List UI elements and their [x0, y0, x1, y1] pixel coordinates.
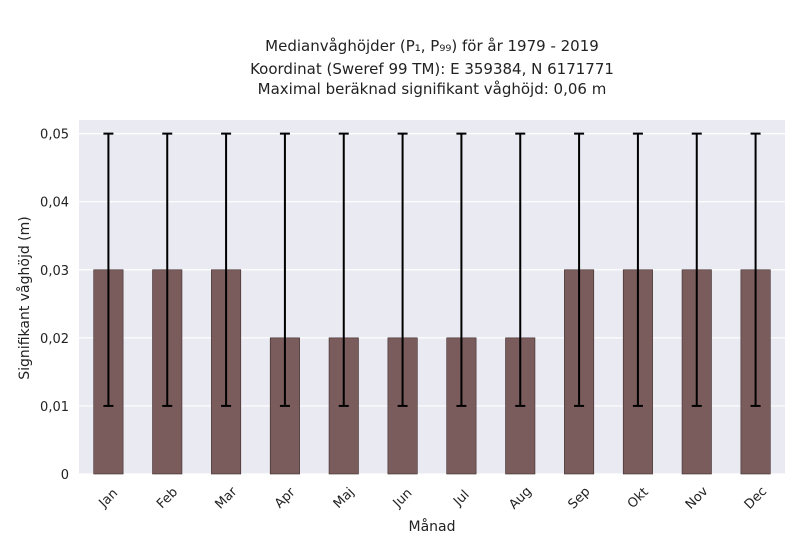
grid-lines — [79, 133, 785, 475]
x-tick-label: Sep — [565, 484, 593, 512]
x-tick-label: Maj — [331, 485, 358, 512]
y-tick-label: 0,02 — [40, 332, 69, 347]
x-tick-label: Apr — [272, 485, 299, 512]
x-tick-label: Jun — [390, 486, 416, 512]
y-tick-label: 0,03 — [40, 264, 69, 279]
chart-title-line-2: Koordinat (Sweref 99 TM): E 359384, N 61… — [250, 60, 614, 78]
x-tick-label: Feb — [154, 485, 181, 512]
x-tick-label: Jan — [96, 486, 121, 511]
x-tick-label: Mar — [212, 484, 240, 512]
x-tick-label: Dec — [742, 484, 770, 512]
chart-title-line-3: Maximal beräknad signifikant våghöjd: 0,… — [258, 80, 607, 98]
y-tick-label: 0,05 — [40, 128, 69, 143]
x-tick-label: Okt — [625, 485, 652, 512]
y-axis-label: Signifikant våghöjd (m) — [16, 216, 33, 379]
y-tick-labels: 0 0,01 0,02 0,03 0,04 0,05 — [40, 128, 69, 483]
x-tick-label: Nov — [683, 484, 712, 513]
x-axis-label: Månad — [409, 518, 456, 535]
error-bars — [103, 132, 761, 407]
chart-title-line-1: Medianvåghöjder (P₁, P₉₉) för år 1979 - … — [265, 37, 599, 55]
x-tick-label: Aug — [506, 484, 535, 513]
x-tick-label: Jul — [450, 488, 472, 510]
plot-area — [79, 120, 785, 474]
y-tick-label: 0,01 — [40, 400, 69, 415]
y-tick-label: 0 — [61, 468, 69, 483]
x-tick-labels: Jan Feb Mar Apr Maj Jun Jul Aug Sep Okt Nov Dec — [96, 484, 770, 513]
y-tick-label: 0,04 — [40, 196, 69, 211]
